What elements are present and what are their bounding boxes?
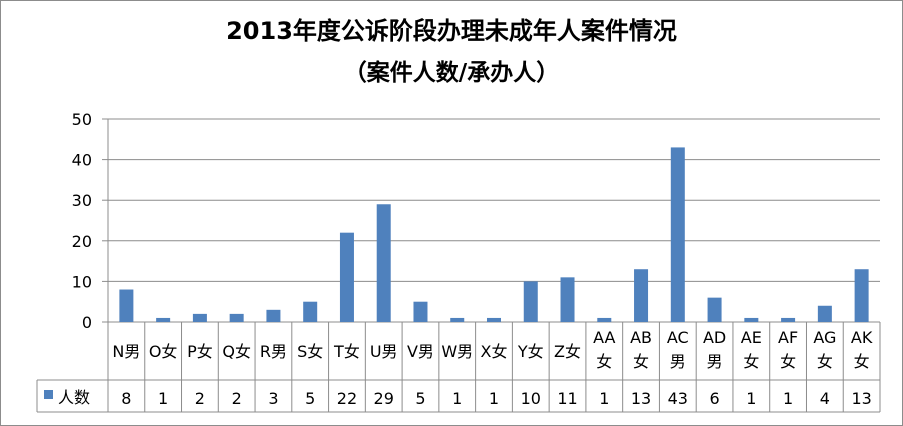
category-label: Z女 [554, 342, 581, 361]
table-value: 1 [452, 389, 462, 408]
table-value: 1 [158, 389, 168, 408]
table-value: 29 [374, 389, 394, 408]
category-label: V男 [407, 342, 434, 361]
table-value: 11 [557, 389, 577, 408]
legend-swatch [44, 390, 53, 399]
bar [303, 301, 318, 322]
table-value: 2 [195, 389, 205, 408]
bar [781, 317, 796, 322]
category-label: N男 [112, 342, 140, 361]
category-label: X女 [481, 342, 508, 361]
category-label: Y女 [517, 342, 544, 361]
table-value: 13 [851, 389, 871, 408]
table-value: 5 [415, 389, 425, 408]
chart-subtitle: （案件人数/承办人） [343, 60, 560, 86]
bar [156, 317, 171, 322]
category-label: AB 女 [630, 328, 652, 371]
bar [266, 309, 281, 322]
legend-label: 人数 [58, 388, 90, 407]
y-tick-label: 50 [72, 110, 92, 129]
table-value: 2 [232, 389, 242, 408]
category-label: U男 [370, 342, 398, 361]
table-value: 1 [599, 389, 609, 408]
category-label: W男 [441, 342, 473, 361]
table-value: 10 [521, 389, 541, 408]
y-tick-label: 20 [72, 232, 92, 251]
bar [523, 281, 538, 322]
category-label: AE 女 [741, 328, 762, 371]
category-label: AC 男 [667, 328, 689, 371]
bar [119, 289, 134, 322]
category-label: Q女 [222, 342, 251, 361]
bar [229, 313, 244, 322]
bar [597, 317, 612, 322]
category-label: R男 [260, 342, 287, 361]
bar [707, 297, 722, 322]
bar [413, 301, 428, 322]
table-value: 3 [268, 389, 278, 408]
bar [376, 204, 391, 322]
table-value: 6 [709, 389, 719, 408]
category-label: AA 女 [593, 328, 615, 371]
chart-title: 2013年度公诉阶段办理未成年人案件情况 [226, 17, 677, 45]
table-value: 43 [668, 389, 688, 408]
category-label: AG 女 [813, 328, 836, 371]
category-label: AD 男 [703, 328, 726, 371]
bar [339, 232, 354, 322]
bar [192, 313, 207, 322]
category-label: O女 [149, 342, 178, 361]
table-value: 1 [746, 389, 756, 408]
bar [487, 317, 501, 322]
y-tick-label: 10 [72, 272, 92, 291]
table-value: 1 [783, 389, 793, 408]
category-label: AK 女 [851, 328, 873, 371]
bar [634, 269, 649, 322]
table-value: 1 [489, 389, 499, 408]
bar [854, 269, 869, 322]
table-value: 5 [305, 389, 315, 408]
category-label: AF 女 [778, 328, 798, 371]
table-value: 8 [121, 389, 131, 408]
y-tick-label: 30 [72, 191, 92, 210]
table-value: 22 [337, 389, 357, 408]
category-label: S女 [297, 342, 323, 361]
bar [817, 305, 832, 322]
table-value: 13 [631, 389, 651, 408]
bar [744, 317, 759, 322]
y-tick-label: 0 [82, 313, 92, 332]
category-label: P女 [187, 342, 213, 361]
y-tick-label: 40 [72, 151, 92, 170]
bar [450, 317, 465, 322]
bar [670, 147, 685, 322]
table-value: 4 [820, 389, 830, 408]
category-label: T女 [333, 342, 360, 361]
bar [560, 277, 575, 322]
